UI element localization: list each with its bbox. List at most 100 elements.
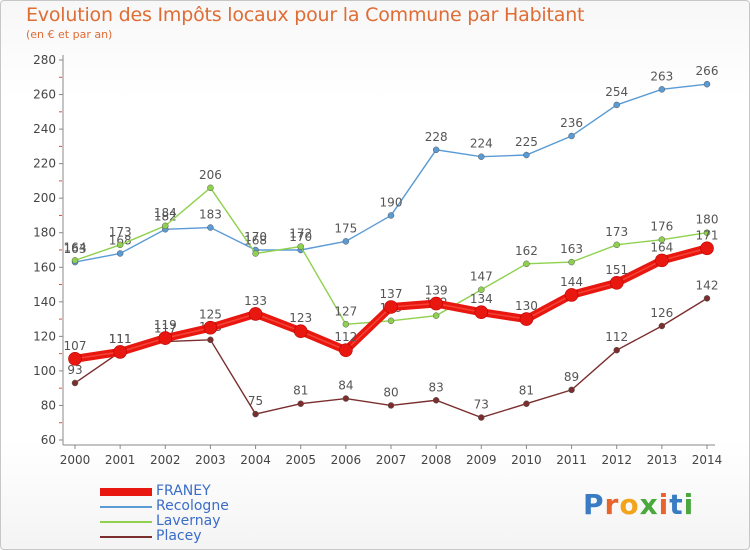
data-label: 183 [199,208,222,222]
data-point [609,276,624,290]
data-point [432,397,440,404]
data-point [613,101,620,109]
data-point [655,253,669,268]
data-label: 142 [696,278,719,292]
x-tick-label: 2011 [556,453,587,467]
data-point [71,379,79,387]
data-point [658,236,666,243]
data-point [68,352,82,366]
data-point [478,153,485,160]
data-label: 137 [380,287,403,301]
data-label: 162 [515,244,538,258]
legend-label: Placey [156,528,202,544]
data-label: 147 [470,270,493,284]
y-tick-label: 100 [33,364,56,378]
data-point [71,257,79,264]
data-point [297,400,304,407]
data-label: 119 [154,318,177,332]
data-label: 184 [154,206,177,220]
data-point [564,288,579,302]
data-point [162,222,169,230]
series-line [74,297,708,419]
data-point [568,386,575,394]
data-point [658,322,666,330]
data-point [339,343,353,357]
data-label: 73 [474,398,489,412]
logo-letter: x [639,488,659,521]
x-tick-label: 2003 [195,453,226,467]
data-label: 225 [515,135,538,149]
data-point [478,414,485,421]
logo-letter: o [619,488,640,521]
data-point [342,321,350,328]
legend-label: Lavernay [156,513,221,529]
data-point [297,243,304,250]
data-label: 81 [519,384,534,398]
data-label: 170 [244,230,267,244]
data-label: 93 [67,363,82,377]
y-tick-label: 180 [33,226,56,240]
legend-swatch [100,521,152,523]
data-label: 112 [605,330,628,344]
data-label: 171 [696,228,719,242]
data-point [293,324,308,338]
data-point [387,402,395,409]
data-label: 144 [560,275,583,289]
data-label: 228 [425,130,448,144]
data-label: 117 [154,322,177,336]
data-point [523,400,530,407]
legend-swatch [100,536,152,538]
data-point [116,241,124,249]
data-point [252,250,259,257]
data-label: 236 [560,116,583,130]
x-tick-label: 2001 [105,453,136,467]
data-point [429,296,443,311]
data-point [384,300,398,314]
data-point [207,224,214,231]
data-label: 139 [425,284,448,298]
logo-letter: P [583,488,605,521]
data-label: 164 [650,240,673,254]
data-point [158,331,173,345]
data-point [387,317,395,325]
data-label: 266 [696,64,719,78]
data-label: 263 [650,69,673,83]
y-tick-label: 120 [33,329,56,343]
logo-letter: t [669,488,684,521]
data-label: 170 [289,230,312,244]
data-label: 151 [605,263,628,277]
x-tick-label: 2010 [511,453,542,467]
data-point [523,260,530,268]
data-point [700,241,714,256]
data-label: 133 [244,294,267,308]
data-point [568,132,575,140]
data-label: 84 [338,379,353,393]
data-label: 163 [560,242,583,256]
data-point [113,345,127,359]
y-tick-label: 240 [33,122,56,136]
data-point [252,410,259,418]
legend-label: FRANEY [156,483,211,499]
data-label: 111 [109,332,132,346]
data-label: 89 [564,370,579,384]
legend-label: Recologne [156,498,229,514]
series-recologne: 163 168 182 183 170 170 175 190 228 224 225 236 254 2… [64,64,719,266]
data-label: 172 [289,227,312,241]
data-label: 176 [650,220,673,234]
data-label: 206 [199,168,222,182]
data-label: 175 [334,221,357,235]
data-point [387,212,395,219]
y-tick-label: 60 [41,433,56,447]
data-label: 134 [470,292,493,306]
x-tick-label: 2004 [240,453,271,467]
data-label: 75 [248,394,263,408]
proxiti-logo: Proxiti [583,488,694,521]
series-franey: 107 111 119 125 133 123 112 137 139 134 130 144 151 1… [64,228,719,366]
data-label: 254 [605,85,628,99]
y-tick-label: 160 [33,260,56,274]
data-label: 168 [109,233,132,247]
data-point [703,80,711,88]
x-tick-label: 2002 [150,453,181,467]
x-tick-label: 2009 [466,453,497,467]
